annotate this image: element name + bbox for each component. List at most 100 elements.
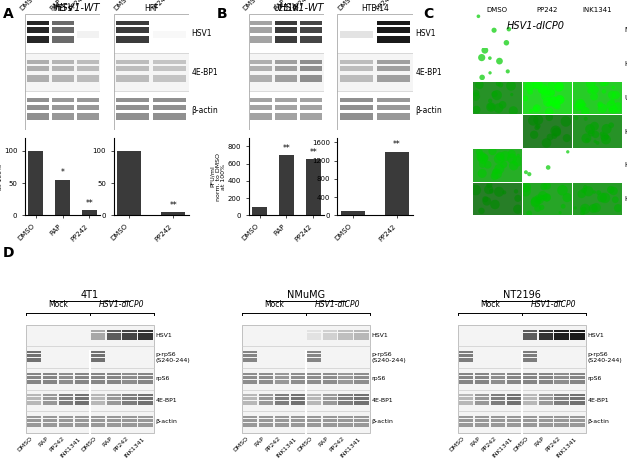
Bar [290, 419, 305, 422]
Point [581, 135, 591, 142]
Point [580, 183, 590, 191]
Bar [51, 98, 73, 102]
Bar [122, 336, 137, 340]
Bar [290, 397, 305, 400]
Bar [554, 373, 569, 375]
Bar [339, 373, 353, 375]
Bar [27, 401, 41, 405]
Bar [340, 98, 372, 102]
Bar [275, 401, 289, 405]
Bar [51, 104, 73, 110]
Bar [90, 351, 105, 353]
Bar [107, 401, 121, 405]
Bar [554, 329, 569, 332]
Point [529, 131, 539, 139]
Text: INK1341: INK1341 [492, 436, 514, 458]
Bar [116, 27, 149, 33]
Bar [475, 380, 489, 383]
Bar [275, 27, 297, 33]
Point [480, 154, 490, 161]
Point [472, 106, 482, 114]
Bar [377, 60, 410, 64]
Bar [307, 401, 321, 405]
Point [537, 204, 547, 211]
Bar [139, 380, 153, 383]
Point [597, 194, 607, 201]
Point [546, 81, 556, 89]
Bar [307, 336, 321, 340]
Bar [490, 416, 505, 418]
Bar [107, 423, 121, 427]
Bar [490, 401, 505, 405]
Text: DMSO: DMSO [242, 0, 261, 12]
Bar [290, 376, 305, 379]
Point [504, 25, 514, 33]
Bar [522, 376, 537, 379]
Point [579, 187, 589, 194]
Point [589, 188, 599, 196]
Bar [459, 376, 473, 379]
Text: Mock: Mock [48, 300, 68, 309]
Text: HSV1-dICP0: HSV1-dICP0 [531, 300, 576, 309]
Point [484, 181, 494, 189]
Bar [522, 333, 537, 336]
Point [582, 137, 593, 144]
Point [532, 80, 542, 88]
Bar [250, 113, 272, 120]
Bar [250, 21, 272, 25]
Point [599, 88, 609, 95]
Bar [354, 380, 369, 383]
Bar [250, 66, 272, 71]
Point [581, 105, 591, 113]
Bar [290, 380, 305, 383]
Text: 4T1: 4T1 [81, 290, 99, 300]
Bar [275, 66, 297, 71]
Bar [275, 423, 289, 427]
Bar [250, 60, 272, 64]
Bar [107, 395, 121, 396]
Bar [507, 380, 521, 383]
Text: **: ** [283, 144, 290, 153]
Bar [322, 336, 337, 340]
Bar [122, 329, 137, 332]
Bar [43, 419, 57, 422]
Point [508, 107, 519, 115]
Bar [275, 113, 297, 120]
Text: β-actin: β-actin [155, 419, 177, 424]
Bar [90, 416, 105, 418]
Bar [51, 27, 73, 33]
Bar [490, 395, 505, 396]
Text: PP242: PP242 [292, 0, 312, 12]
Text: Mock: Mock [480, 300, 500, 309]
Point [543, 101, 553, 108]
Bar [122, 401, 137, 405]
Bar [139, 336, 153, 340]
Bar [307, 373, 321, 375]
Text: INK1341: INK1341 [556, 436, 577, 458]
Point [493, 80, 503, 88]
Bar [76, 113, 98, 120]
Point [538, 85, 548, 93]
Point [537, 86, 547, 94]
Bar [354, 376, 369, 379]
Text: RAP: RAP [470, 436, 482, 448]
Bar [259, 397, 273, 400]
Bar [243, 401, 257, 405]
Point [485, 54, 495, 62]
Point [487, 188, 497, 195]
Bar [250, 36, 272, 43]
Bar [354, 397, 369, 400]
Text: rpS6: rpS6 [372, 376, 386, 381]
Point [488, 147, 498, 155]
Bar [107, 416, 121, 418]
Bar [290, 401, 305, 405]
Point [485, 69, 495, 77]
Bar [475, 423, 489, 427]
Bar [139, 419, 153, 422]
Point [477, 207, 487, 215]
Bar [58, 380, 73, 383]
Bar [25, 14, 100, 53]
Point [558, 203, 568, 210]
Bar [107, 376, 121, 379]
Bar [139, 401, 153, 405]
